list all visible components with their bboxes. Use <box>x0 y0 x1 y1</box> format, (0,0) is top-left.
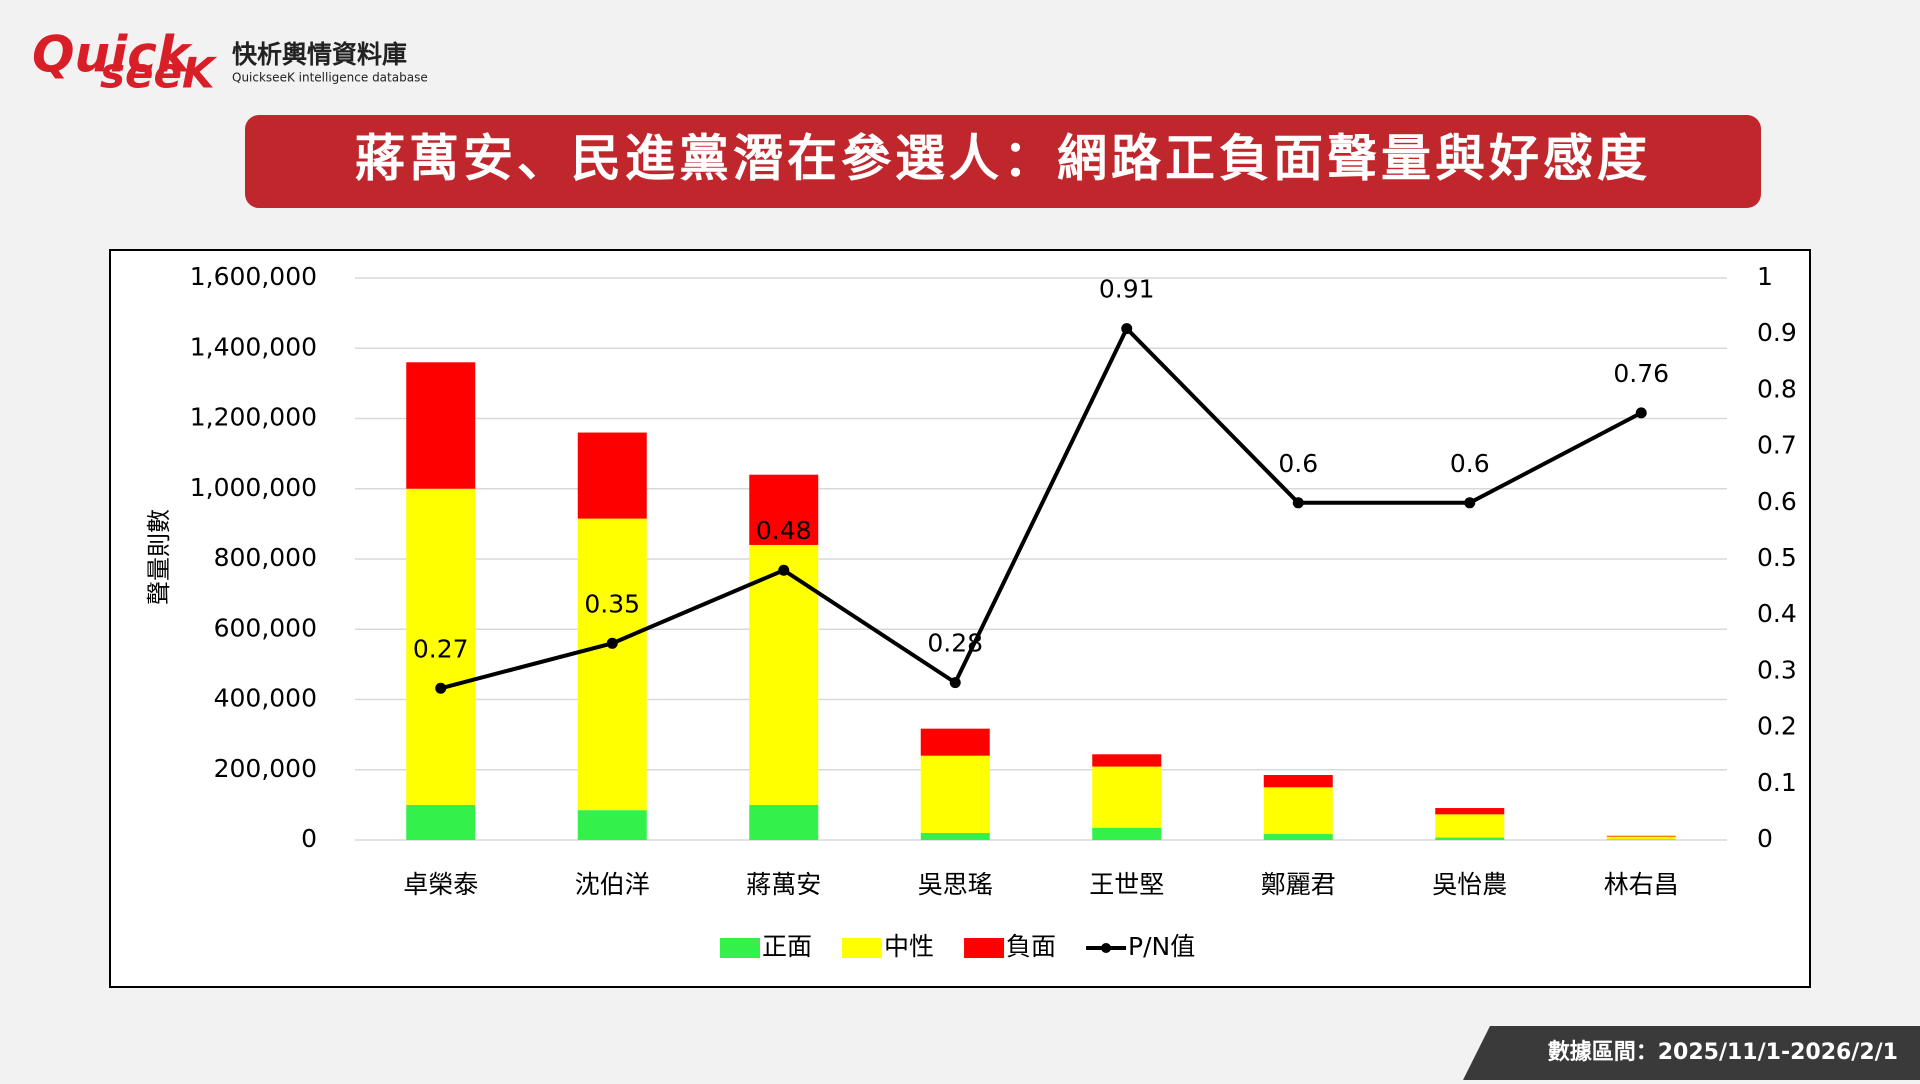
x-tick-label: 鄭麗君 <box>1261 870 1336 899</box>
bar-segment <box>1263 775 1333 788</box>
bar-segment <box>749 804 819 840</box>
bar-segment <box>920 755 990 833</box>
footer: 數據區間：2025/11/1-2026/2/1 <box>1548 1040 1898 1065</box>
y2-tick-label: 0.6 <box>1757 487 1797 516</box>
x-tick-label: 吳思瑤 <box>918 870 993 899</box>
bar-segment <box>1263 787 1333 835</box>
logo-bottom: seeK <box>100 49 218 98</box>
bar-segment <box>406 362 476 489</box>
y2-tick-label: 0 <box>1757 824 1773 853</box>
y-tick-label: 600,000 <box>214 613 317 642</box>
footer-band <box>1463 1026 1920 1080</box>
y2-tick-label: 0.1 <box>1757 768 1797 797</box>
y2-tick-label: 0.4 <box>1757 599 1797 628</box>
brand: 快析輿情資料庫 <box>232 40 407 69</box>
y2-tick-label: 0.5 <box>1757 543 1797 572</box>
y2-tick-label: 1 <box>1757 262 1773 291</box>
legend-label: 負面 <box>1006 932 1056 961</box>
bar-segment <box>749 544 819 805</box>
bar-segment <box>406 488 476 805</box>
x-tick-label: 林右昌 <box>1604 870 1679 899</box>
y2-tick-label: 0.8 <box>1757 374 1797 403</box>
logo-top: Quick <box>32 26 193 84</box>
data-label: 0.35 <box>584 589 640 618</box>
legend-marker <box>1101 943 1112 953</box>
pn-marker <box>435 682 447 694</box>
y-tick-label: 1,600,000 <box>190 262 317 291</box>
bar-segment <box>577 518 647 811</box>
y-tick-label: 1,200,000 <box>190 403 317 432</box>
bar-segment <box>1092 827 1162 840</box>
data-label: 0.76 <box>1613 359 1669 388</box>
pn-marker <box>606 637 618 649</box>
y-tick-label: 200,000 <box>214 754 317 783</box>
data-label: 0.6 <box>1450 449 1490 478</box>
chart-title: 蔣萬安、民進黨潛在參選人：網路正負面聲量與好感度 <box>355 130 1651 188</box>
bar-segment <box>577 432 647 519</box>
data-label: 0.91 <box>1099 275 1155 304</box>
x-tick-label: 蔣萬安 <box>746 870 821 899</box>
bar-segment <box>1606 835 1676 837</box>
x-tick-label: 王世堅 <box>1089 870 1164 899</box>
bar-segment <box>1435 814 1505 838</box>
y-tick-label: 1,400,000 <box>190 332 317 361</box>
chart-frame <box>109 249 1811 988</box>
y2-tick-label: 0.7 <box>1757 431 1797 460</box>
data-label: 0.28 <box>927 629 983 658</box>
legend-swatch <box>720 938 760 958</box>
pn-marker <box>1121 323 1133 335</box>
bar-segment <box>749 474 819 545</box>
bar-segment <box>577 810 647 840</box>
legend-label: P/N值 <box>1128 932 1195 961</box>
x-tick-label: 卓榮泰 <box>403 870 478 899</box>
bar-segment <box>1092 754 1162 767</box>
bar-segment <box>1263 834 1333 840</box>
data-label: 0.27 <box>413 634 469 663</box>
x-tick-label: 吳怡農 <box>1432 870 1507 899</box>
legend-label: 中性 <box>884 932 934 961</box>
title-banner <box>245 115 1761 208</box>
y2-tick-label: 0.3 <box>1757 655 1797 684</box>
y2-tick-label: 0.2 <box>1757 712 1797 741</box>
bar-segment <box>920 832 990 840</box>
pn-line <box>440 325 1643 691</box>
bar-segment <box>1606 836 1676 840</box>
pn-marker <box>949 677 961 689</box>
y-tick-label: 0 <box>301 824 317 853</box>
bar-segment <box>406 804 476 840</box>
legend-swatch <box>842 938 883 958</box>
data-label: 0.48 <box>756 516 812 545</box>
y-axis-title: 聲量則數 <box>145 509 173 605</box>
pn-marker <box>1292 497 1304 509</box>
bar-segment <box>1435 837 1505 840</box>
bar-segment <box>1092 766 1162 828</box>
legend-swatch <box>964 938 1005 958</box>
bar-segment <box>1606 839 1676 840</box>
y-tick-label: 800,000 <box>214 543 317 572</box>
pn-marker <box>778 564 790 576</box>
pn-marker <box>1464 497 1476 509</box>
brand-sub: QuickseeK intelligence database <box>232 71 428 85</box>
y-tick-label: 1,000,000 <box>190 473 317 502</box>
x-tick-label: 沈伯洋 <box>575 870 650 899</box>
bar-segment <box>920 728 990 756</box>
y-tick-label: 400,000 <box>214 684 317 713</box>
y2-tick-label: 0.9 <box>1757 318 1797 347</box>
pn-marker <box>1635 407 1647 419</box>
data-label: 0.6 <box>1278 449 1318 478</box>
legend-label: 正面 <box>762 932 812 961</box>
bar-segment <box>1435 808 1505 815</box>
